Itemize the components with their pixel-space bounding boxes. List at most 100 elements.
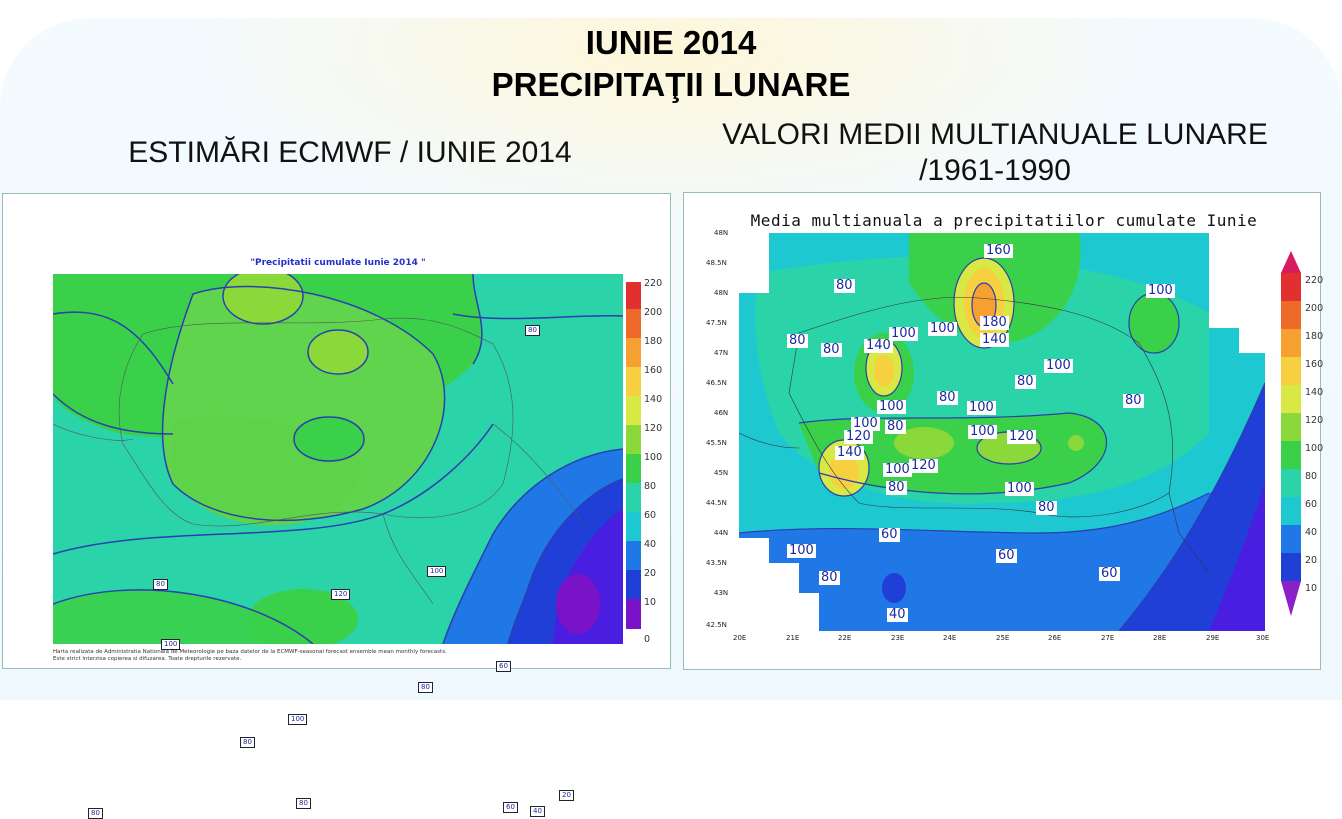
climatology-colorbar: [1281, 251, 1301, 616]
colorbar-tick: 20: [1305, 555, 1318, 566]
right-subtitle-line1: VALORI MEDII MULTIANUALE LUNARE: [722, 118, 1268, 151]
colorbar-tick: 200: [1305, 303, 1324, 314]
contour-label: 80: [937, 390, 958, 405]
ecmwf-map-title: "Precipitatii cumulate Iunie 2014 ": [250, 258, 426, 268]
lat-tick: 45N: [714, 469, 729, 477]
colorbar-tick: 100: [1305, 443, 1324, 454]
contour-label: 100: [968, 424, 997, 439]
right-subtitle-line2: /1961-1990: [919, 154, 1071, 187]
colorbar-tick: 180: [644, 336, 663, 347]
contour-label: 100: [1044, 358, 1073, 373]
colorbar-tick: 140: [644, 394, 663, 405]
contour-label: 120: [1007, 429, 1036, 444]
contour-label: 80: [1036, 500, 1057, 515]
lon-tick: 21E: [786, 634, 800, 642]
contour-label: 80: [885, 419, 906, 434]
contour-label: 80: [821, 342, 842, 357]
contour-label: 100: [889, 326, 918, 341]
colorbar-tick: 200: [644, 307, 663, 318]
contour-label: 80: [296, 798, 311, 809]
contour-label: 120: [331, 589, 351, 600]
lon-tick: 22E: [838, 634, 852, 642]
lon-tick: 27E: [1101, 634, 1115, 642]
colorbar-tick: 160: [644, 365, 663, 376]
lat-tick: 42.5N: [706, 621, 727, 629]
lon-tick: 29E: [1206, 634, 1220, 642]
lon-tick: 26E: [1048, 634, 1062, 642]
colorbar-tick: 100: [644, 452, 663, 463]
contour-label: 80: [1015, 374, 1036, 389]
colorbar-tick: 180: [1305, 331, 1324, 342]
lon-tick: 20E: [733, 634, 747, 642]
lat-tick: 48N: [714, 229, 729, 237]
contour-label: 60: [496, 661, 511, 672]
colorbar-tick: 120: [1305, 415, 1324, 426]
contour-label: 40: [530, 806, 545, 817]
lat-tick: 44N: [714, 529, 729, 537]
contour-label: 60: [996, 548, 1017, 563]
contour-label: 100: [787, 543, 816, 558]
colorbar-tick: 80: [644, 481, 657, 492]
contour-label: 100: [877, 399, 906, 414]
contour-label: 140: [980, 332, 1009, 347]
contour-label: 140: [864, 338, 893, 353]
ecmwf-colorbar: [626, 282, 641, 639]
lat-tick: 48.5N: [706, 259, 727, 267]
footnote-line: Este strict interzisa copierea si difuza…: [53, 656, 242, 662]
contour-label: 100: [851, 416, 880, 431]
contour-label: 100: [288, 714, 308, 725]
colorbar-tick: 60: [644, 510, 657, 521]
contour-label: 40: [887, 607, 908, 622]
lon-tick: 24E: [943, 634, 957, 642]
contour-label: 120: [844, 429, 873, 444]
lat-tick: 47N: [714, 349, 729, 357]
colorbar-tick: 40: [644, 539, 657, 550]
lon-tick: 28E: [1153, 634, 1167, 642]
contour-label: 100: [883, 462, 912, 477]
left-subtitle: ESTIMĂRI ECMWF / IUNIE 2014: [128, 136, 572, 169]
lon-tick: 23E: [891, 634, 905, 642]
colorbar-tick: 60: [1305, 499, 1318, 510]
contour-label: 140: [835, 445, 864, 460]
contour-label: 160: [984, 243, 1013, 258]
contour-label: 80: [834, 278, 855, 293]
climatology-map-panel: Media multianuala a precipitatiilor cumu…: [683, 192, 1324, 670]
colorbar-tick: 20: [644, 568, 657, 579]
contour-label: 80: [418, 682, 433, 693]
ecmwf-footnote: Harta realizata de Administratia Nationa…: [53, 649, 633, 663]
contour-label: 100: [928, 321, 957, 336]
contour-label: 20: [559, 790, 574, 801]
contour-label: 80: [886, 480, 907, 495]
contour-label: 80: [787, 333, 808, 348]
contour-label: 80: [1123, 393, 1144, 408]
slide-title-year: IUNIE 2014: [585, 24, 757, 61]
contour-label: 120: [909, 458, 938, 473]
lon-tick: 25E: [996, 634, 1010, 642]
contour-label: 100: [967, 400, 996, 415]
lat-tick: 43.5N: [706, 559, 727, 567]
contour-label: 180: [980, 315, 1009, 330]
lat-tick: 48N: [714, 289, 729, 297]
contour-label: 80: [88, 808, 103, 819]
lat-tick: 47.5N: [706, 319, 727, 327]
contour-label: 80: [153, 579, 168, 590]
lon-tick: 30E: [1256, 634, 1270, 642]
colorbar-tick: 0: [644, 634, 651, 645]
footnote-line: Harta realizata de Administratia Nationa…: [53, 649, 447, 655]
contour-label: 80: [525, 325, 540, 336]
colorbar-tick: 10: [644, 597, 657, 608]
slide-title-topic: PRECIPITAŢII LUNARE: [491, 66, 851, 103]
lat-tick: 46N: [714, 409, 729, 417]
climatology-map-title: Media multianuala a precipitatiilor cumu…: [750, 211, 1258, 230]
lat-tick: 45.5N: [706, 439, 727, 447]
lat-tick: 44.5N: [706, 499, 727, 507]
colorbar-tick: 220: [644, 278, 663, 289]
ecmwf-forecast-map-panel: "Precipitatii cumulate Iunie 2014 ": [2, 193, 671, 819]
contour-label: 100: [427, 566, 447, 577]
contour-label: 60: [879, 527, 900, 542]
contour-label: 80: [240, 737, 255, 748]
lat-tick: 46.5N: [706, 379, 727, 387]
colorbar-tick: 80: [1305, 471, 1318, 482]
colorbar-tick: 140: [1305, 387, 1324, 398]
contour-label: 80: [819, 570, 840, 585]
